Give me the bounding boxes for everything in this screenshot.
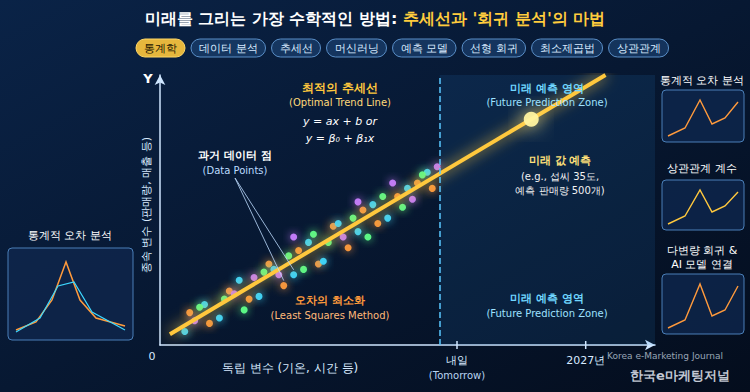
svg-text:(Future Prediction Zone): (Future Prediction Zone) bbox=[486, 97, 607, 108]
svg-text:예측 모델: 예측 모델 bbox=[401, 42, 449, 55]
svg-text:다변량 회귀 &: 다변량 회귀 & bbox=[667, 244, 738, 257]
svg-text:추세선: 추세선 bbox=[280, 42, 313, 55]
svg-text:2027년: 2027년 bbox=[566, 354, 605, 367]
svg-text:과거 데이터 점: 과거 데이터 점 bbox=[198, 149, 272, 162]
svg-text:선형 회귀: 선형 회귀 bbox=[470, 42, 518, 55]
svg-text:(Optimal Trend Line): (Optimal Trend Line) bbox=[289, 97, 391, 108]
svg-text:y = β₀ + β₁x: y = β₀ + β₁x bbox=[305, 132, 375, 145]
svg-text:미래를 그리는 가장 수학적인 방법:: 미래를 그리는 가장 수학적인 방법: bbox=[145, 9, 403, 28]
svg-text:미래 예측 영역: 미래 예측 영역 bbox=[510, 82, 584, 95]
svg-text:종속 변수 (판매량, 매출 등): 종속 변수 (판매량, 매출 등) bbox=[140, 137, 153, 273]
svg-text:데이터 분석: 데이터 분석 bbox=[199, 42, 258, 55]
svg-text:y = ax + b or: y = ax + b or bbox=[302, 115, 378, 128]
svg-text:머신러닝: 머신러닝 bbox=[335, 42, 379, 55]
svg-text:(Tomorrow): (Tomorrow) bbox=[429, 370, 485, 381]
svg-text:최적의 추세선: 최적의 추세선 bbox=[302, 81, 378, 95]
svg-text:Y: Y bbox=[142, 71, 153, 86]
svg-text:Korea e-Marketing Journal: Korea e-Marketing Journal bbox=[607, 351, 723, 361]
svg-text:상관관계: 상관관계 bbox=[617, 42, 661, 55]
svg-text:미래 값 예측: 미래 값 예측 bbox=[529, 154, 592, 167]
svg-text:예측 판매량 500개): 예측 판매량 500개) bbox=[515, 185, 604, 196]
svg-text:최소제곱법: 최소제곱법 bbox=[540, 42, 595, 55]
svg-text:(Future Prediction Zone): (Future Prediction Zone) bbox=[486, 308, 607, 319]
svg-text:(e.g., 섭씨 35도,: (e.g., 섭씨 35도, bbox=[521, 171, 599, 182]
svg-text:통계적 오차 분석: 통계적 오차 분석 bbox=[660, 74, 744, 87]
svg-text:독립 변수 (기온, 시간 등): 독립 변수 (기온, 시간 등) bbox=[222, 361, 358, 375]
svg-text:내일: 내일 bbox=[446, 354, 468, 367]
svg-text:상관관계 계수: 상관관계 계수 bbox=[667, 162, 737, 175]
svg-text:AI 모델 연결: AI 모델 연결 bbox=[671, 258, 733, 271]
svg-text:미래 예측 영역: 미래 예측 영역 bbox=[510, 292, 584, 305]
svg-text:(Data Points): (Data Points) bbox=[203, 165, 268, 176]
svg-text:통계적 오차 분석: 통계적 오차 분석 bbox=[28, 229, 112, 242]
svg-text:0: 0 bbox=[149, 350, 156, 363]
svg-text:(Least Squares Method): (Least Squares Method) bbox=[271, 310, 390, 321]
svg-text:추세선과 '회귀 분석'의 마법: 추세선과 '회귀 분석'의 마법 bbox=[403, 9, 606, 28]
svg-text:통계학: 통계학 bbox=[144, 42, 177, 55]
svg-text:한국e마케팅저널: 한국e마케팅저널 bbox=[630, 368, 730, 383]
svg-text:오차의 최소화: 오차의 최소화 bbox=[295, 294, 365, 307]
